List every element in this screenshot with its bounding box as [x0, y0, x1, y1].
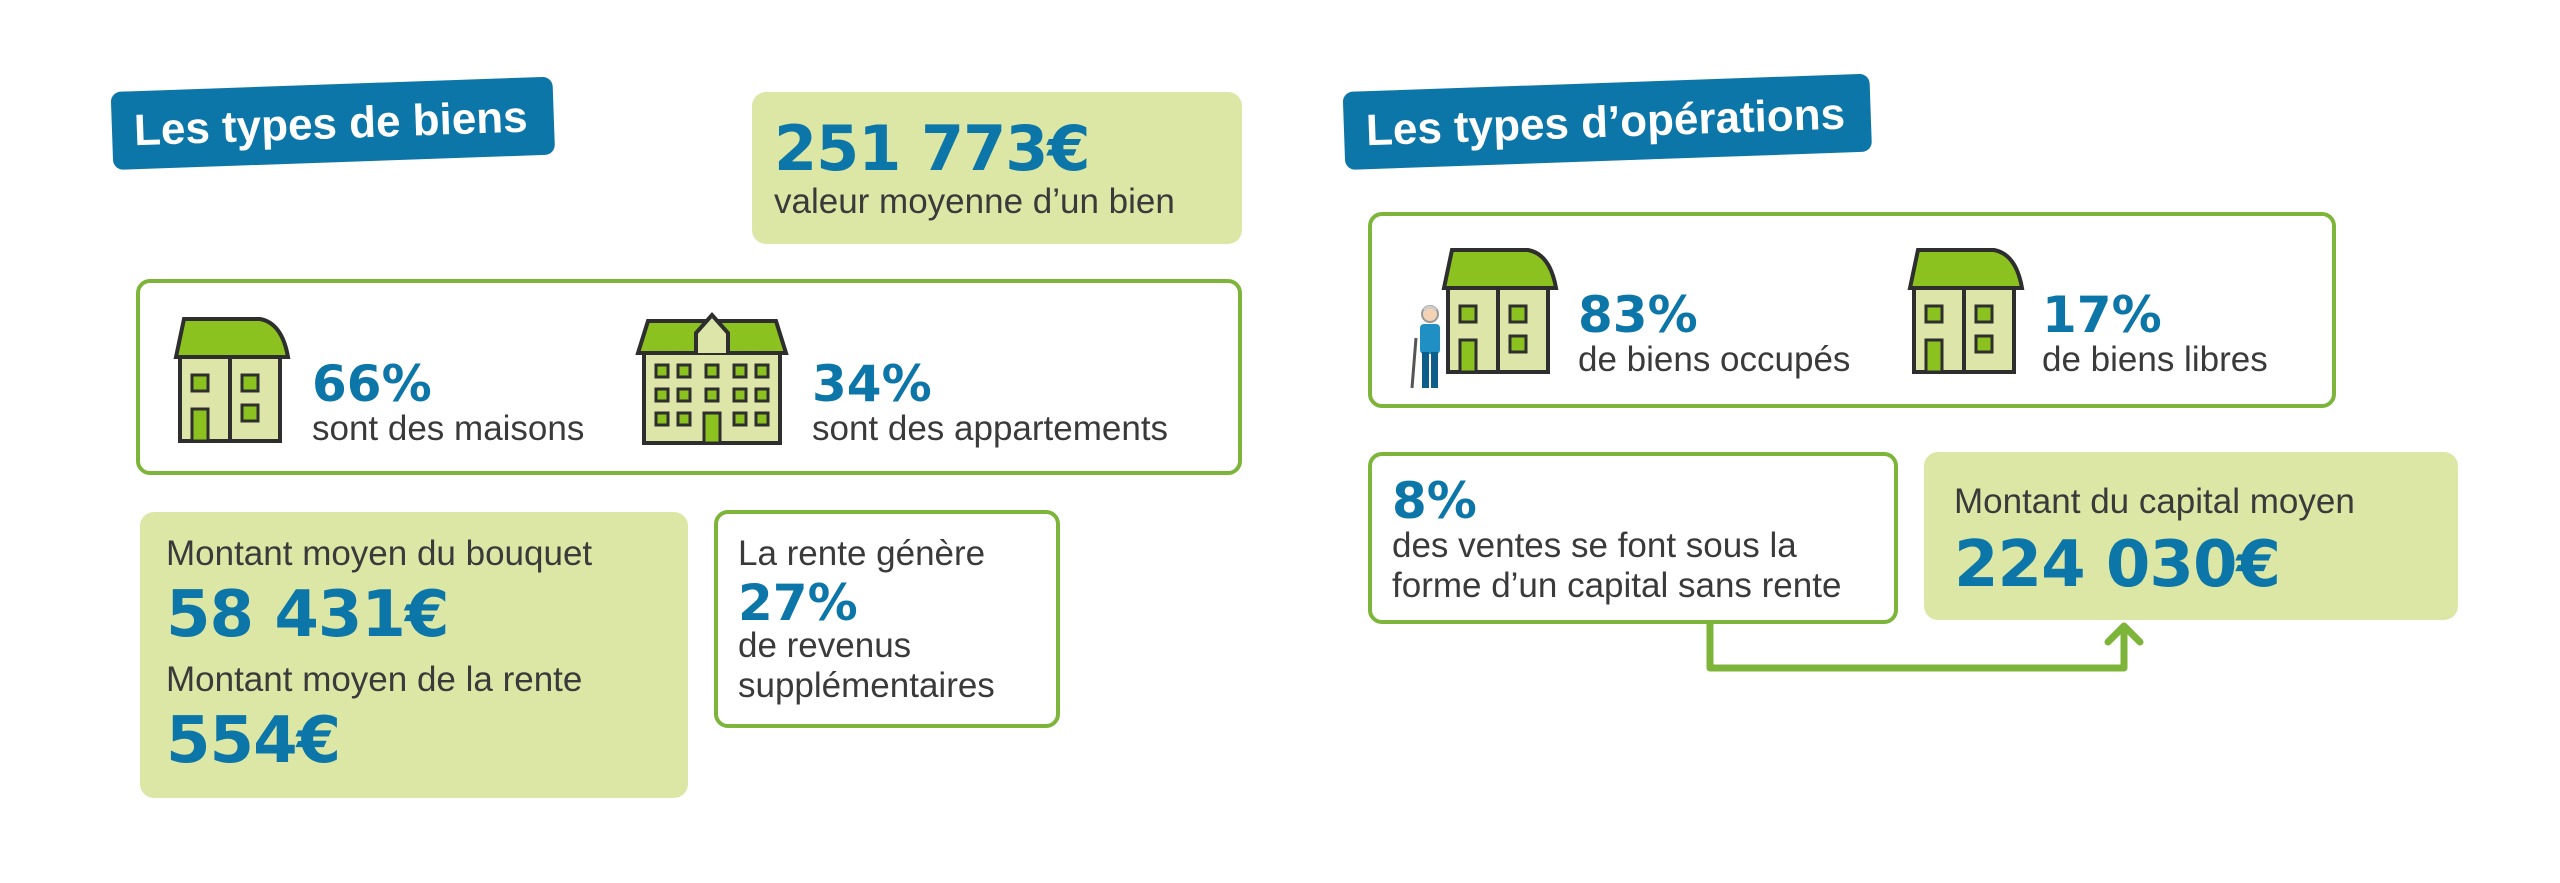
- occupied-label: de biens occupés: [1578, 340, 1851, 379]
- free-label: de biens libres: [2042, 340, 2268, 379]
- property-types-card: 66% sont des maisons 34% sont des appart…: [136, 279, 1242, 475]
- capital-average-card: Montant du capital moyen 224 030€: [1924, 452, 2458, 620]
- elderly-person-icon: [1410, 305, 1440, 389]
- house-icon: [1441, 248, 1559, 374]
- rente-revenue-line3: supplémentaires: [738, 666, 995, 705]
- occupancy-card: 83% de biens occupés 17% de biens libres: [1368, 212, 2336, 408]
- rente-label: Montant moyen de la rente: [166, 660, 583, 699]
- average-value-label: valeur moyenne d’un bien: [774, 182, 1175, 221]
- average-value-amount: 251 773€: [774, 112, 1091, 185]
- section-tag-property-types: Les types de biens: [110, 76, 555, 170]
- section-tag-operation-types: Les types d’opérations: [1342, 73, 1873, 170]
- section-tag-label: Les types d’opérations: [1365, 89, 1846, 156]
- apartments-label: sont des appartements: [812, 409, 1169, 448]
- rente-revenue-percent: 27%: [738, 574, 858, 632]
- bouquet-value: 58 431€: [166, 578, 449, 652]
- rente-value: 554€: [166, 704, 341, 778]
- bouquet-label: Montant moyen du bouquet: [166, 534, 593, 573]
- amounts-card: Montant moyen du bouquet 58 431€ Montant…: [140, 512, 688, 798]
- capital-sales-line2: forme d’un capital sans rente: [1392, 566, 1842, 605]
- section-tag-label: Les types de biens: [133, 92, 529, 156]
- capital-average-label: Montant du capital moyen: [1954, 482, 2355, 521]
- capital-average-amount: 224 030€: [1954, 528, 2281, 602]
- capital-sales-line1: des ventes se font sous la: [1392, 526, 1797, 565]
- apartment-building-icon: [635, 311, 789, 445]
- capital-sales-card: 8% des ventes se font sous la forme d’un…: [1368, 452, 1898, 624]
- rente-revenue-card: La rente génère 27% de revenus supplémen…: [714, 510, 1060, 728]
- apartments-percent: 34%: [812, 355, 932, 413]
- houses-label: sont des maisons: [312, 409, 585, 448]
- house-icon: [1907, 248, 2025, 374]
- houses-percent: 66%: [312, 355, 432, 413]
- free-percent: 17%: [2042, 286, 2162, 344]
- occupied-percent: 83%: [1578, 286, 1698, 344]
- arrow-up-icon: [1706, 622, 2144, 672]
- capital-sales-percent: 8%: [1392, 472, 1477, 530]
- house-icon: [173, 317, 291, 443]
- average-value-card: 251 773€ valeur moyenne d’un bien: [752, 92, 1242, 244]
- rente-revenue-line1: La rente génère: [738, 534, 986, 573]
- rente-revenue-line2: de revenus: [738, 626, 912, 665]
